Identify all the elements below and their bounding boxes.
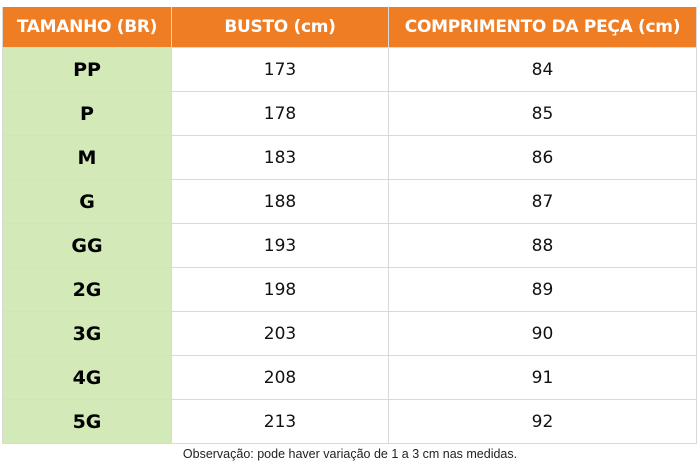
comprimento-cell: 88 bbox=[388, 223, 697, 268]
table-row: 3G 203 90 bbox=[2, 311, 697, 356]
size-cell: GG bbox=[2, 223, 172, 268]
comprimento-cell: 85 bbox=[388, 91, 697, 136]
header-tamanho: TAMANHO (BR) bbox=[2, 7, 172, 48]
table-row: P 178 85 bbox=[2, 91, 697, 136]
size-cell: 2G bbox=[2, 267, 172, 312]
busto-cell: 183 bbox=[171, 135, 389, 180]
table-row: 2G 198 89 bbox=[2, 267, 697, 312]
busto-cell: 203 bbox=[171, 311, 389, 356]
busto-cell: 213 bbox=[171, 399, 389, 444]
table-row: 4G 208 91 bbox=[2, 355, 697, 400]
table-row: 5G 213 92 bbox=[2, 399, 697, 444]
table-body: PP 173 84 P 178 85 M 183 86 G 188 87 GG 193 88 2G 198 89 3… bbox=[2, 47, 697, 444]
measurement-note: Observação: pode haver variação de 1 a 3… bbox=[182, 447, 518, 461]
comprimento-cell: 90 bbox=[388, 311, 697, 356]
table-header: TAMANHO (BR) BUSTO (cm) COMPRIMENTO DA P… bbox=[2, 7, 697, 48]
comprimento-cell: 86 bbox=[388, 135, 697, 180]
table-row: G 188 87 bbox=[2, 179, 697, 224]
busto-cell: 188 bbox=[171, 179, 389, 224]
busto-cell: 208 bbox=[171, 355, 389, 400]
busto-cell: 198 bbox=[171, 267, 389, 312]
header-busto: BUSTO (cm) bbox=[171, 7, 389, 48]
size-cell: 4G bbox=[2, 355, 172, 400]
size-cell: G bbox=[2, 179, 172, 224]
size-cell: 5G bbox=[2, 399, 172, 444]
header-comprimento: COMPRIMENTO DA PEÇA (cm) bbox=[388, 7, 697, 48]
comprimento-cell: 91 bbox=[388, 355, 697, 400]
header-row: TAMANHO (BR) BUSTO (cm) COMPRIMENTO DA P… bbox=[2, 7, 697, 48]
busto-cell: 173 bbox=[171, 47, 389, 92]
comprimento-cell: 92 bbox=[388, 399, 697, 444]
table-row: M 183 86 bbox=[2, 135, 697, 180]
busto-cell: 178 bbox=[171, 91, 389, 136]
size-chart-table: TAMANHO (BR) BUSTO (cm) COMPRIMENTO DA P… bbox=[2, 7, 697, 444]
comprimento-cell: 89 bbox=[388, 267, 697, 312]
comprimento-cell: 87 bbox=[388, 179, 697, 224]
table-row: GG 193 88 bbox=[2, 223, 697, 268]
size-cell: P bbox=[2, 91, 172, 136]
table-row: PP 173 84 bbox=[2, 47, 697, 92]
size-cell: M bbox=[2, 135, 172, 180]
comprimento-cell: 84 bbox=[388, 47, 697, 92]
busto-cell: 193 bbox=[171, 223, 389, 268]
size-cell: 3G bbox=[2, 311, 172, 356]
size-cell: PP bbox=[2, 47, 172, 92]
